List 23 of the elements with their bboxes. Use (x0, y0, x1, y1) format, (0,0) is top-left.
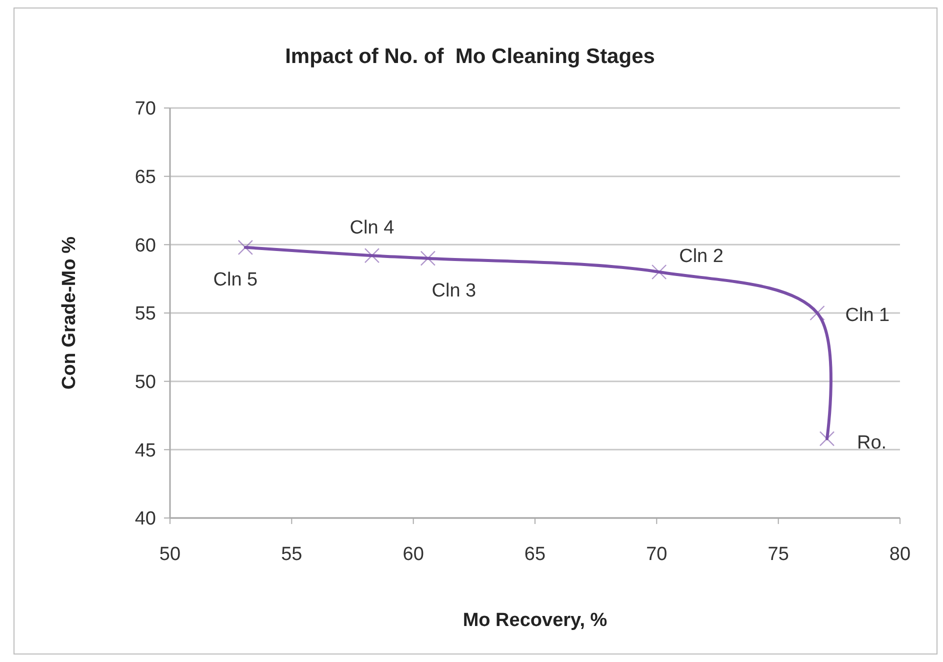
annotation: Cln 2 (679, 246, 724, 267)
x-tick-label: 75 (768, 544, 789, 565)
y-axis-title: Con Grade-Mo % (59, 236, 80, 390)
x-tick-label: 60 (402, 544, 424, 565)
x-tick-label: 65 (524, 544, 546, 565)
y-tick-label: 70 (134, 98, 156, 120)
y-tick-label: 45 (134, 440, 156, 462)
y-tick-label: 60 (134, 235, 156, 256)
x-tick-label: 80 (889, 544, 911, 565)
x-tick-label: 70 (646, 544, 668, 565)
annotation: Cln 3 (432, 280, 476, 302)
y-tick-label: 40 (134, 508, 156, 530)
chart-title: Impact of No. of Mo Cleaning Stages (285, 45, 655, 68)
annotation: Cln 4 (350, 218, 395, 239)
y-tick-label: 50 (134, 372, 156, 393)
annotation: Cln 1 (845, 305, 890, 326)
x-axis-title: Mo Recovery, % (462, 610, 608, 631)
y-tick-label: 55 (134, 304, 156, 325)
x-tick-label: 50 (159, 544, 181, 565)
annotation: Cln 5 (213, 269, 258, 290)
y-tick-label: 65 (134, 166, 156, 188)
x-tick-label: 55 (281, 544, 302, 565)
annotation: Ro. (857, 432, 887, 454)
